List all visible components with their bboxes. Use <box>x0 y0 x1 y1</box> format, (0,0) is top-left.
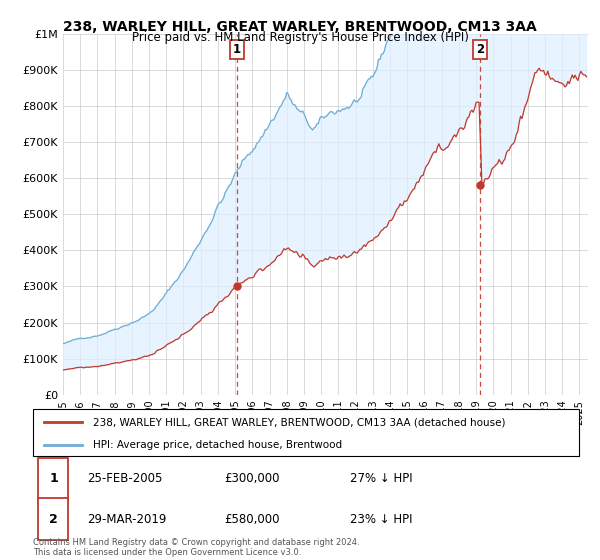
Text: Contains HM Land Registry data © Crown copyright and database right 2024.
This d: Contains HM Land Registry data © Crown c… <box>33 538 359 557</box>
Text: 1: 1 <box>233 43 241 57</box>
FancyBboxPatch shape <box>38 498 68 540</box>
Text: HPI: Average price, detached house, Brentwood: HPI: Average price, detached house, Bren… <box>93 440 342 450</box>
Text: 1: 1 <box>49 473 58 486</box>
Text: 23% ↓ HPI: 23% ↓ HPI <box>350 512 412 525</box>
Text: £580,000: £580,000 <box>224 512 280 525</box>
Text: 238, WARLEY HILL, GREAT WARLEY, BRENTWOOD, CM13 3AA (detached house): 238, WARLEY HILL, GREAT WARLEY, BRENTWOO… <box>93 417 506 427</box>
Text: 2: 2 <box>49 512 58 525</box>
Text: 238, WARLEY HILL, GREAT WARLEY, BRENTWOOD, CM13 3AA: 238, WARLEY HILL, GREAT WARLEY, BRENTWOO… <box>63 20 537 34</box>
Text: 2: 2 <box>476 43 484 57</box>
Text: 29-MAR-2019: 29-MAR-2019 <box>88 512 167 525</box>
Text: Price paid vs. HM Land Registry's House Price Index (HPI): Price paid vs. HM Land Registry's House … <box>131 31 469 44</box>
Text: £300,000: £300,000 <box>224 473 280 486</box>
Text: 27% ↓ HPI: 27% ↓ HPI <box>350 473 412 486</box>
Text: 25-FEB-2005: 25-FEB-2005 <box>88 473 163 486</box>
FancyBboxPatch shape <box>38 458 68 500</box>
